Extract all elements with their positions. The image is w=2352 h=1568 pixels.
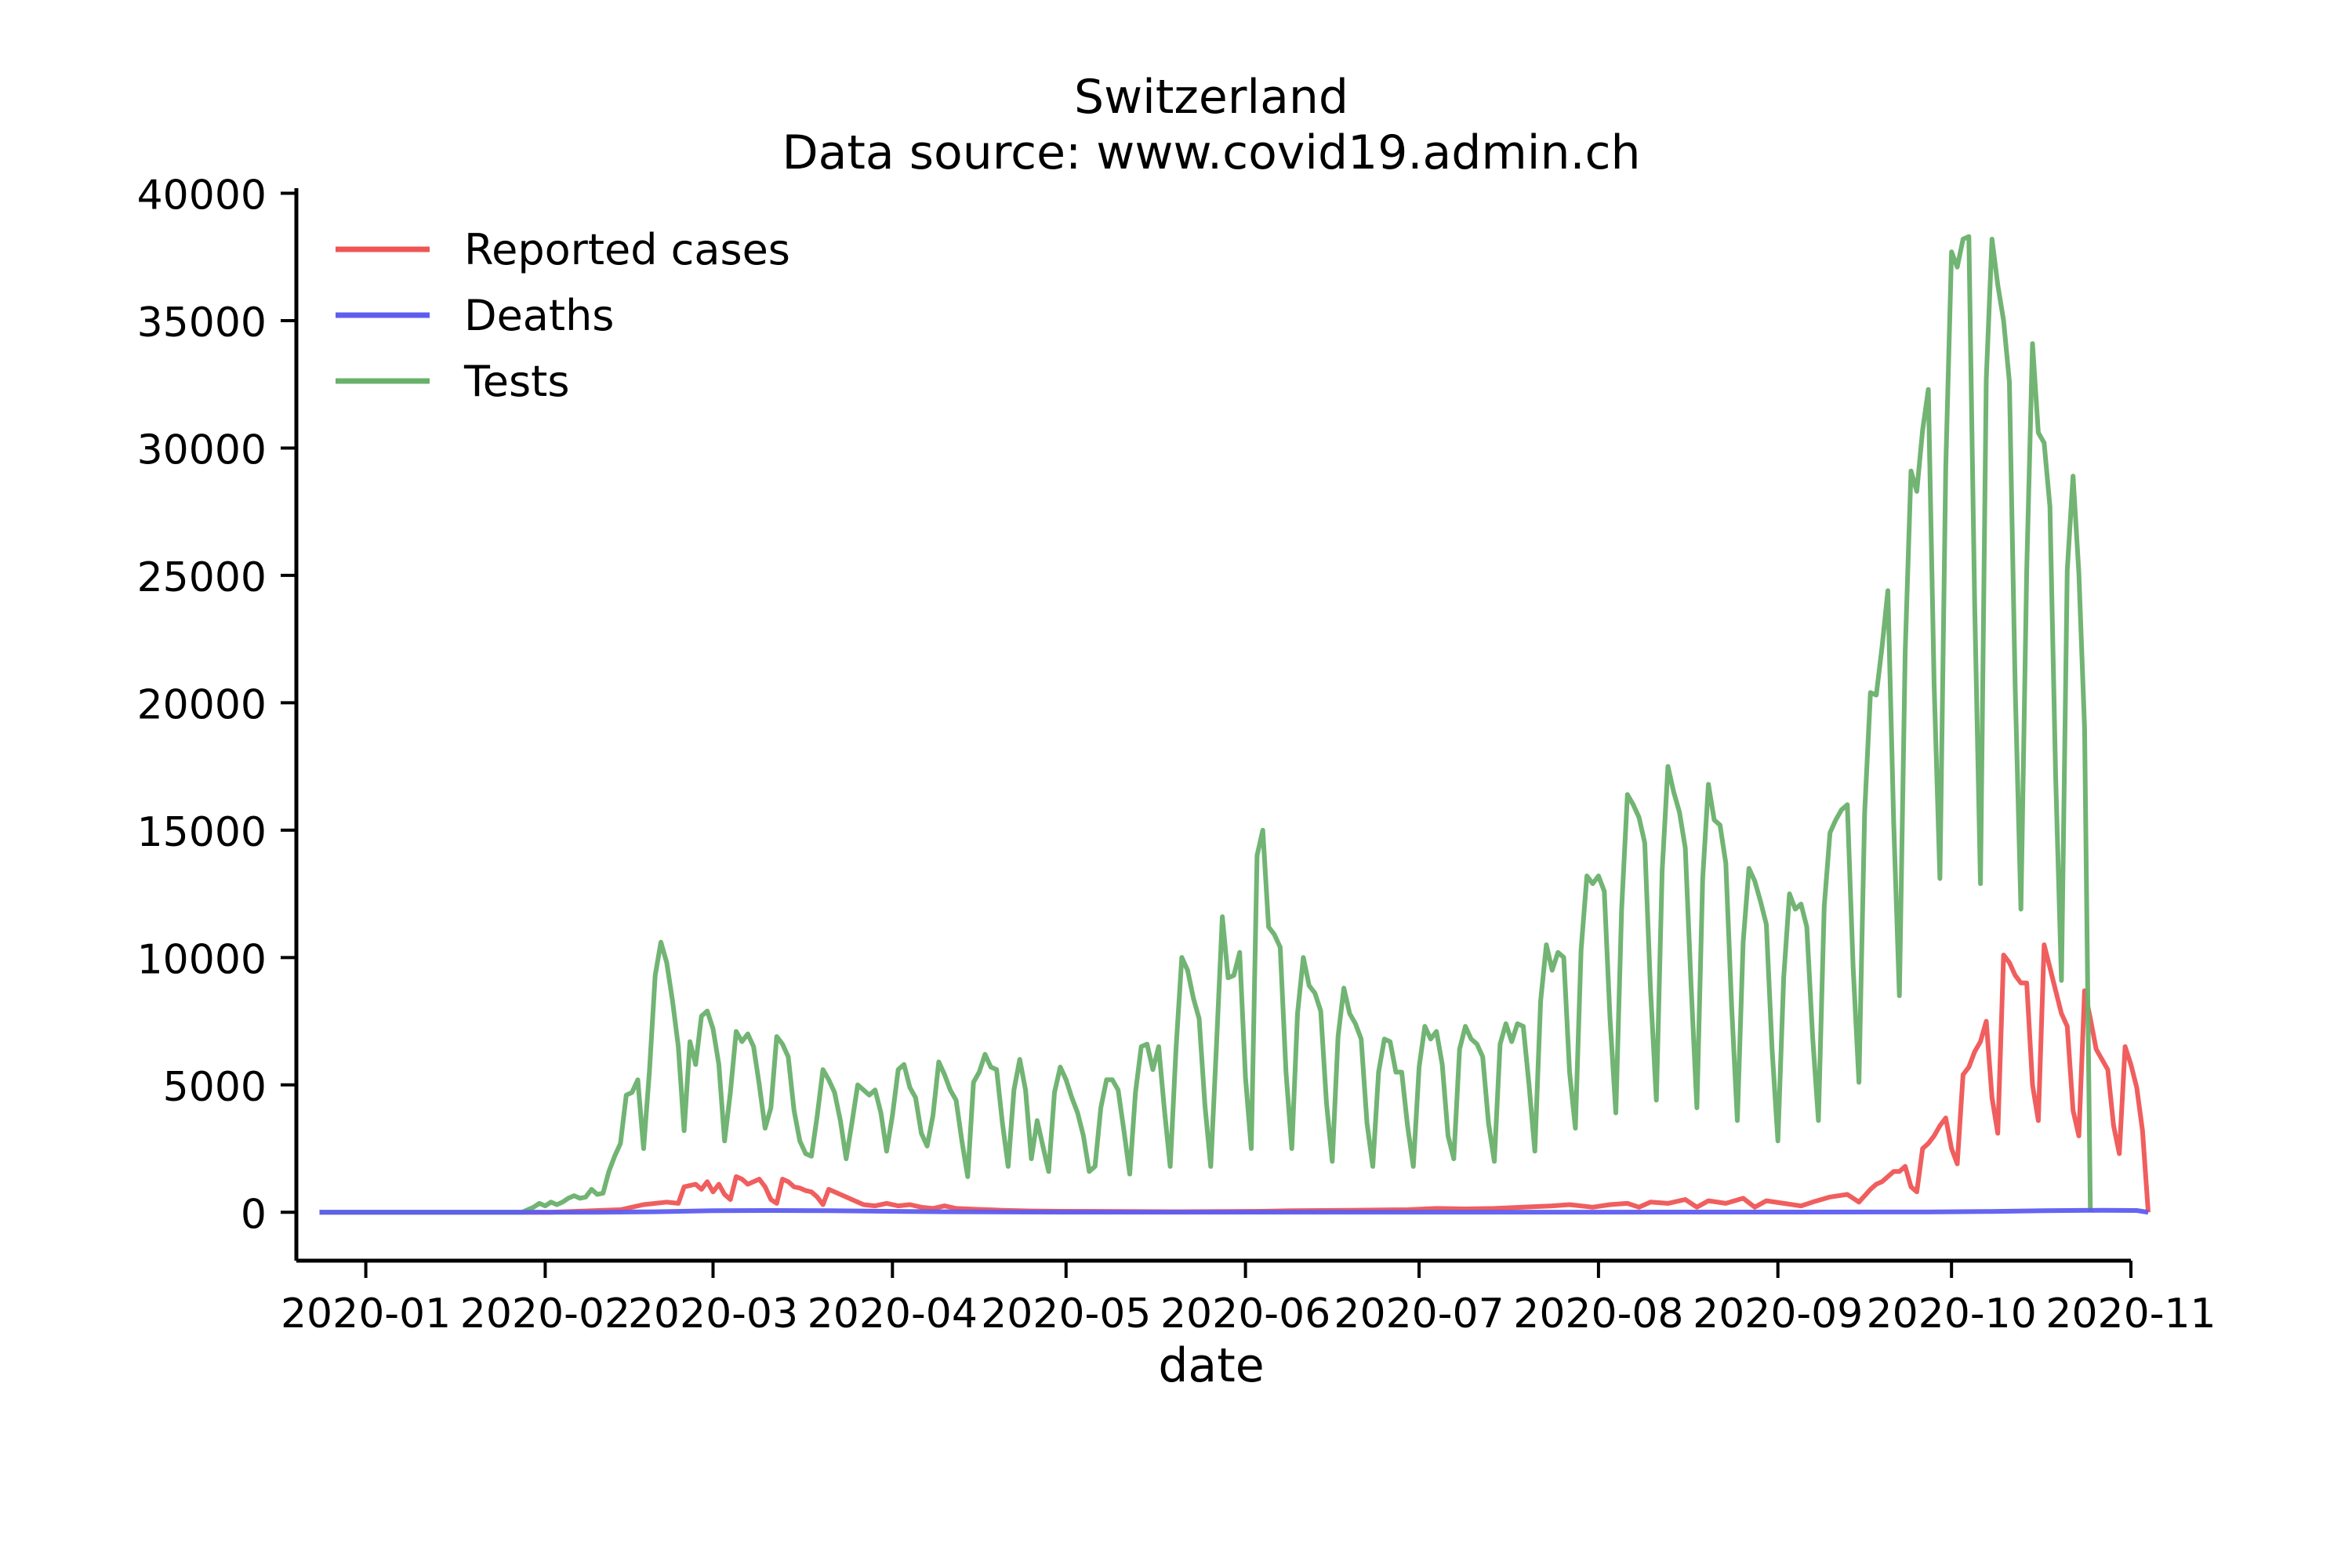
y-tick-label: 10000 bbox=[137, 936, 267, 983]
x-tick-label: 2020-06 bbox=[1160, 1290, 1330, 1338]
x-tick-label: 2020-02 bbox=[460, 1290, 630, 1338]
x-tick-label: 2020-10 bbox=[1867, 1290, 2037, 1338]
y-tick-label: 15000 bbox=[137, 809, 267, 856]
chart-title: Switzerland bbox=[1074, 70, 1348, 125]
chart-subtitle: Data source: www.covid19.admin.ch bbox=[782, 125, 1640, 180]
x-tick-label: 2020-08 bbox=[1513, 1290, 1683, 1338]
y-tick-label: 30000 bbox=[137, 426, 267, 474]
legend-label-deaths: Deaths bbox=[464, 291, 614, 340]
x-tick-label: 2020-05 bbox=[981, 1290, 1151, 1338]
series-lines bbox=[319, 234, 2151, 1215]
y-tick-label: 5000 bbox=[163, 1064, 267, 1111]
plot-area: 0 5000 10000 15000 20000 25000 30000 35000 40000… bbox=[137, 172, 2216, 1338]
y-tick-label: 25000 bbox=[137, 554, 267, 601]
x-axis-label: date bbox=[1158, 1338, 1264, 1393]
y-tick-label: 40000 bbox=[137, 172, 267, 219]
y-tick-label: 0 bbox=[241, 1191, 267, 1238]
x-tick-label: 2020-11 bbox=[2045, 1290, 2216, 1338]
y-ticks: 0 5000 10000 15000 20000 25000 30000 35000 40000 bbox=[137, 172, 296, 1238]
series-line-deaths bbox=[319, 1207, 2149, 1215]
series-line-tests bbox=[319, 234, 2093, 1215]
legend-label-tests: Tests bbox=[463, 357, 569, 406]
series-line-reported-cases bbox=[319, 942, 2151, 1215]
x-tick-label: 2020-07 bbox=[1334, 1290, 1504, 1338]
x-tick-label: 2020-01 bbox=[281, 1290, 451, 1338]
legend-label-reported-cases: Reported cases bbox=[464, 225, 790, 274]
legend: Reported cases Deaths Tests bbox=[336, 225, 790, 406]
x-tick-label: 2020-03 bbox=[628, 1290, 798, 1338]
x-tick-label: 2020-09 bbox=[1693, 1290, 1863, 1338]
y-tick-label: 20000 bbox=[137, 681, 267, 728]
x-tick-label: 2020-04 bbox=[808, 1290, 978, 1338]
y-tick-label: 35000 bbox=[137, 299, 267, 347]
